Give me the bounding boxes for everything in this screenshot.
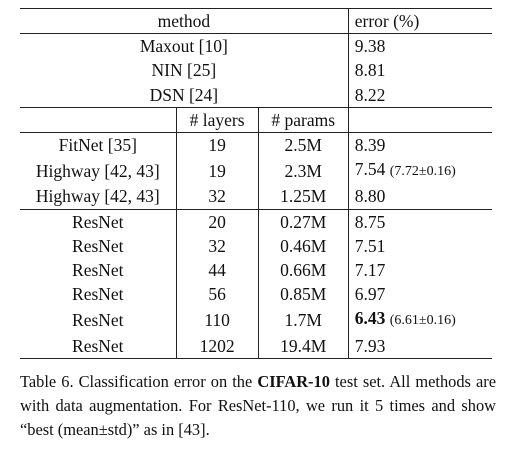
caption-dataset: CIFAR-10 bbox=[257, 372, 330, 391]
params-cell: 2.3M bbox=[257, 157, 349, 185]
method-cell: ResNet bbox=[72, 235, 124, 256]
params-cell: 1.25M bbox=[257, 184, 349, 210]
table-row: ResNet 110 1.7M 6.43 (6.61±0.16) bbox=[20, 306, 492, 334]
caption-prefix: Table 6. Classification error on the bbox=[20, 372, 258, 391]
error-cell: 6.43 (6.61±0.16) bbox=[347, 306, 492, 334]
table-row: ResNet 1202 19.4M 7.93 bbox=[20, 333, 492, 359]
params-cell: 0.27M bbox=[257, 208, 349, 234]
params-cell: 19.4M bbox=[257, 333, 349, 359]
subheader-layers: # layers bbox=[175, 106, 259, 133]
error-value: 6.97 bbox=[354, 284, 386, 305]
layers-cell: 19 bbox=[175, 132, 259, 158]
error-cell: 9.38 bbox=[347, 33, 492, 59]
method-cell: DSN [24] bbox=[149, 84, 219, 105]
subheader-params: # params bbox=[257, 106, 349, 133]
method-cell: ResNet bbox=[20, 333, 177, 359]
layers-cell: 1202 bbox=[175, 333, 259, 359]
error-cell: 6.97 bbox=[347, 282, 492, 307]
params-cell: 0.46M bbox=[257, 233, 349, 259]
params-cell: 0.66M bbox=[257, 258, 349, 283]
error-cell: 8.22 bbox=[347, 82, 492, 108]
table-row: Highway [42, 43] 19 2.3M 7.54 (7.72±0.16… bbox=[20, 157, 492, 185]
error-value-best: 6.43 bbox=[354, 308, 386, 329]
error-value: 8.75 bbox=[354, 211, 386, 232]
caption-suffix: test set. All methods are with data augm… bbox=[20, 372, 497, 440]
error-cell: 8.39 bbox=[347, 132, 492, 158]
error-cell: 7.93 bbox=[347, 333, 492, 359]
error-cell: 7.17 bbox=[347, 258, 492, 283]
layers-cell: 56 bbox=[175, 282, 259, 307]
error-cell: 7.51 bbox=[347, 233, 492, 259]
table-row: ResNet 44 0.66M 7.17 bbox=[20, 258, 492, 283]
layers-cell: 110 bbox=[175, 306, 259, 334]
layers-cell: 32 bbox=[175, 233, 259, 259]
error-value: 8.39 bbox=[354, 135, 386, 156]
table-row: DSN [24] 8.22 bbox=[20, 82, 492, 108]
method-cell: NIN [25] bbox=[151, 60, 217, 81]
error-value: 7.93 bbox=[354, 335, 386, 356]
error-value: 7.17 bbox=[354, 260, 386, 281]
error-cell: 7.54 (7.72±0.16) bbox=[347, 157, 492, 185]
subheader-blank bbox=[20, 106, 177, 133]
table-row: FitNet [35] 19 2.5M 8.39 bbox=[20, 132, 492, 158]
subheader-error-blank bbox=[347, 106, 492, 133]
method-cell: ResNet bbox=[72, 284, 124, 305]
error-note: (6.61±0.16) bbox=[389, 313, 456, 329]
params-cell: 1.7M bbox=[257, 306, 349, 334]
error-cell: 8.75 bbox=[347, 208, 492, 234]
header-method: method bbox=[20, 7, 349, 34]
method-cell: Highway [42, 43] bbox=[35, 160, 160, 181]
error-cell: 8.80 bbox=[347, 184, 492, 210]
error-value: 7.54 bbox=[354, 159, 386, 180]
layers-cell: 44 bbox=[175, 258, 259, 283]
table-caption: Table 6. Classification error on the CIF… bbox=[20, 370, 496, 443]
method-cell: ResNet bbox=[72, 309, 124, 330]
method-cell: Maxout [10] bbox=[20, 33, 349, 59]
error-cell: 8.81 bbox=[347, 58, 492, 83]
layers-cell: 20 bbox=[175, 208, 259, 234]
layers-cell: 32 bbox=[175, 184, 259, 210]
table-row: ResNet 56 0.85M 6.97 bbox=[20, 282, 492, 307]
method-cell: FitNet [35] bbox=[20, 132, 177, 158]
table-row: ResNet 20 0.27M 8.75 bbox=[20, 208, 492, 234]
table-row: Maxout [10] 9.38 bbox=[20, 33, 492, 59]
error-value: 7.51 bbox=[354, 235, 386, 256]
method-cell: Highway [42, 43] bbox=[35, 186, 160, 207]
subheader-row: # layers # params bbox=[20, 106, 492, 133]
method-cell: ResNet bbox=[20, 208, 177, 234]
method-cell: ResNet bbox=[72, 260, 124, 281]
params-cell: 2.5M bbox=[257, 132, 349, 158]
params-cell: 0.85M bbox=[257, 282, 349, 307]
layers-cell: 19 bbox=[175, 157, 259, 185]
error-note: (7.72±0.16) bbox=[389, 164, 456, 180]
table-row: ResNet 32 0.46M 7.51 bbox=[20, 233, 492, 259]
table-row: Highway [42, 43] 32 1.25M 8.80 bbox=[20, 184, 492, 210]
table-row: NIN [25] 8.81 bbox=[20, 58, 492, 83]
header-row: method error (%) bbox=[20, 7, 492, 34]
error-value: 8.80 bbox=[354, 186, 386, 207]
results-table: method error (%) Maxout [10] 9.38 NIN [2… bbox=[20, 7, 492, 359]
header-error: error (%) bbox=[347, 7, 492, 34]
